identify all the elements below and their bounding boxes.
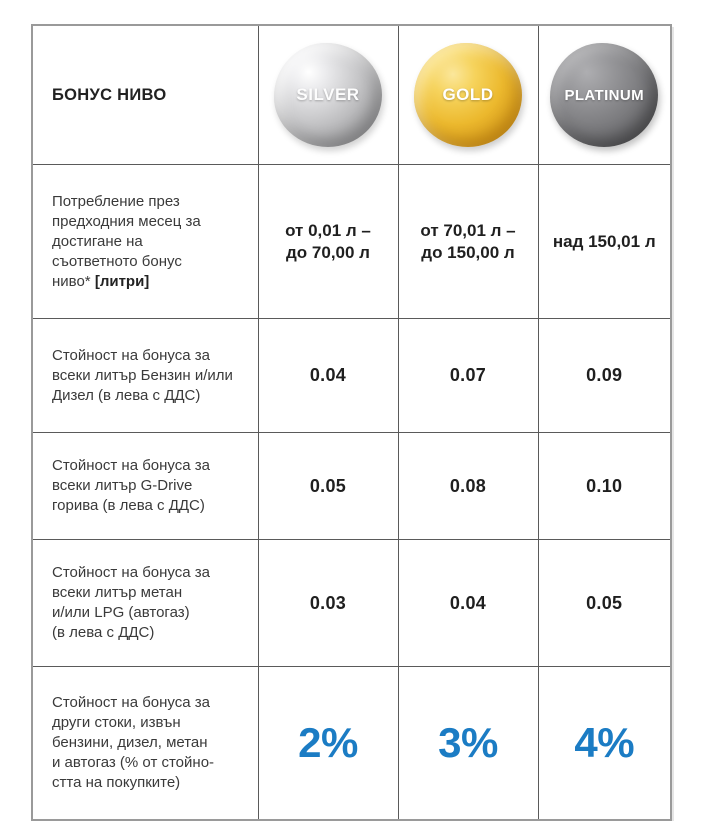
gold-coin-icon: GOLD	[414, 43, 522, 147]
platinum-tier-label: PLATINUM	[564, 86, 645, 104]
consumption-gold-value: от 70,01 л – до 150,00 л	[397, 164, 539, 319]
row-label-petrol-diesel: Стойност на бонуса за всеки литър Бензин…	[52, 346, 233, 404]
row-label-lpg-methane: Стойност на бонуса за всеки литър метан …	[52, 564, 210, 641]
lpg-silver-value: 0.03	[257, 539, 399, 667]
bonus-levels-table: БОНУС НИВО SILVER GOLD PLATINUM Потребле…	[31, 24, 672, 821]
petrol-gold-value: 0.07	[397, 318, 539, 433]
row-label-consumption-unit: [литри]	[90, 272, 150, 290]
row-label-consumption: Потребление през предходния месец за дос…	[52, 192, 201, 292]
lpg-platinum-value: 0.05	[537, 539, 672, 667]
petrol-platinum-value: 0.09	[537, 318, 672, 433]
gold-tier-label: GOLD	[442, 85, 494, 104]
lpg-gold-value: 0.04	[397, 539, 539, 667]
other-goods-gold-percent: 3%	[397, 666, 539, 821]
consumption-silver-value: от 0,01 л – до 70,00 л	[257, 164, 399, 319]
gdrive-platinum-value: 0.10	[537, 432, 672, 540]
consumption-platinum-value: над 150,01 л	[537, 164, 672, 319]
row-consumption: Потребление през предходния месец за дос…	[31, 164, 672, 319]
bonus-table-canvas: БОНУС НИВО SILVER GOLD PLATINUM Потребле…	[31, 24, 672, 821]
row-lpg-methane-bonus: Стойност на бонуса за всеки литър метан …	[31, 539, 672, 667]
row-label-other-goods: Стойност на бонуса за други стоки, извън…	[52, 694, 215, 791]
row-label-gdrive: Стойност на бонуса за всеки литър G-Driv…	[52, 457, 210, 514]
row-other-goods-bonus: Стойност на бонуса за други стоки, извън…	[31, 666, 672, 821]
other-goods-silver-percent: 2%	[257, 666, 399, 821]
platinum-coin-icon: PLATINUM	[550, 43, 659, 147]
header-row: БОНУС НИВО SILVER GOLD PLATINUM	[31, 24, 672, 165]
silver-coin-icon: SILVER	[274, 43, 382, 147]
gdrive-silver-value: 0.05	[257, 432, 399, 540]
row-gdrive-bonus: Стойност на бонуса за всеки литър G-Driv…	[31, 432, 672, 540]
other-goods-platinum-percent: 4%	[537, 666, 672, 821]
row-petrol-diesel-bonus: Стойност на бонуса за всеки литър Бензин…	[31, 318, 672, 433]
row-label-consumption-text: Потребление през предходния месец за дос…	[52, 192, 201, 290]
silver-tier-label: SILVER	[296, 85, 360, 104]
gdrive-gold-value: 0.08	[397, 432, 539, 540]
petrol-silver-value: 0.04	[257, 318, 399, 433]
table-title: БОНУС НИВО	[52, 85, 167, 104]
